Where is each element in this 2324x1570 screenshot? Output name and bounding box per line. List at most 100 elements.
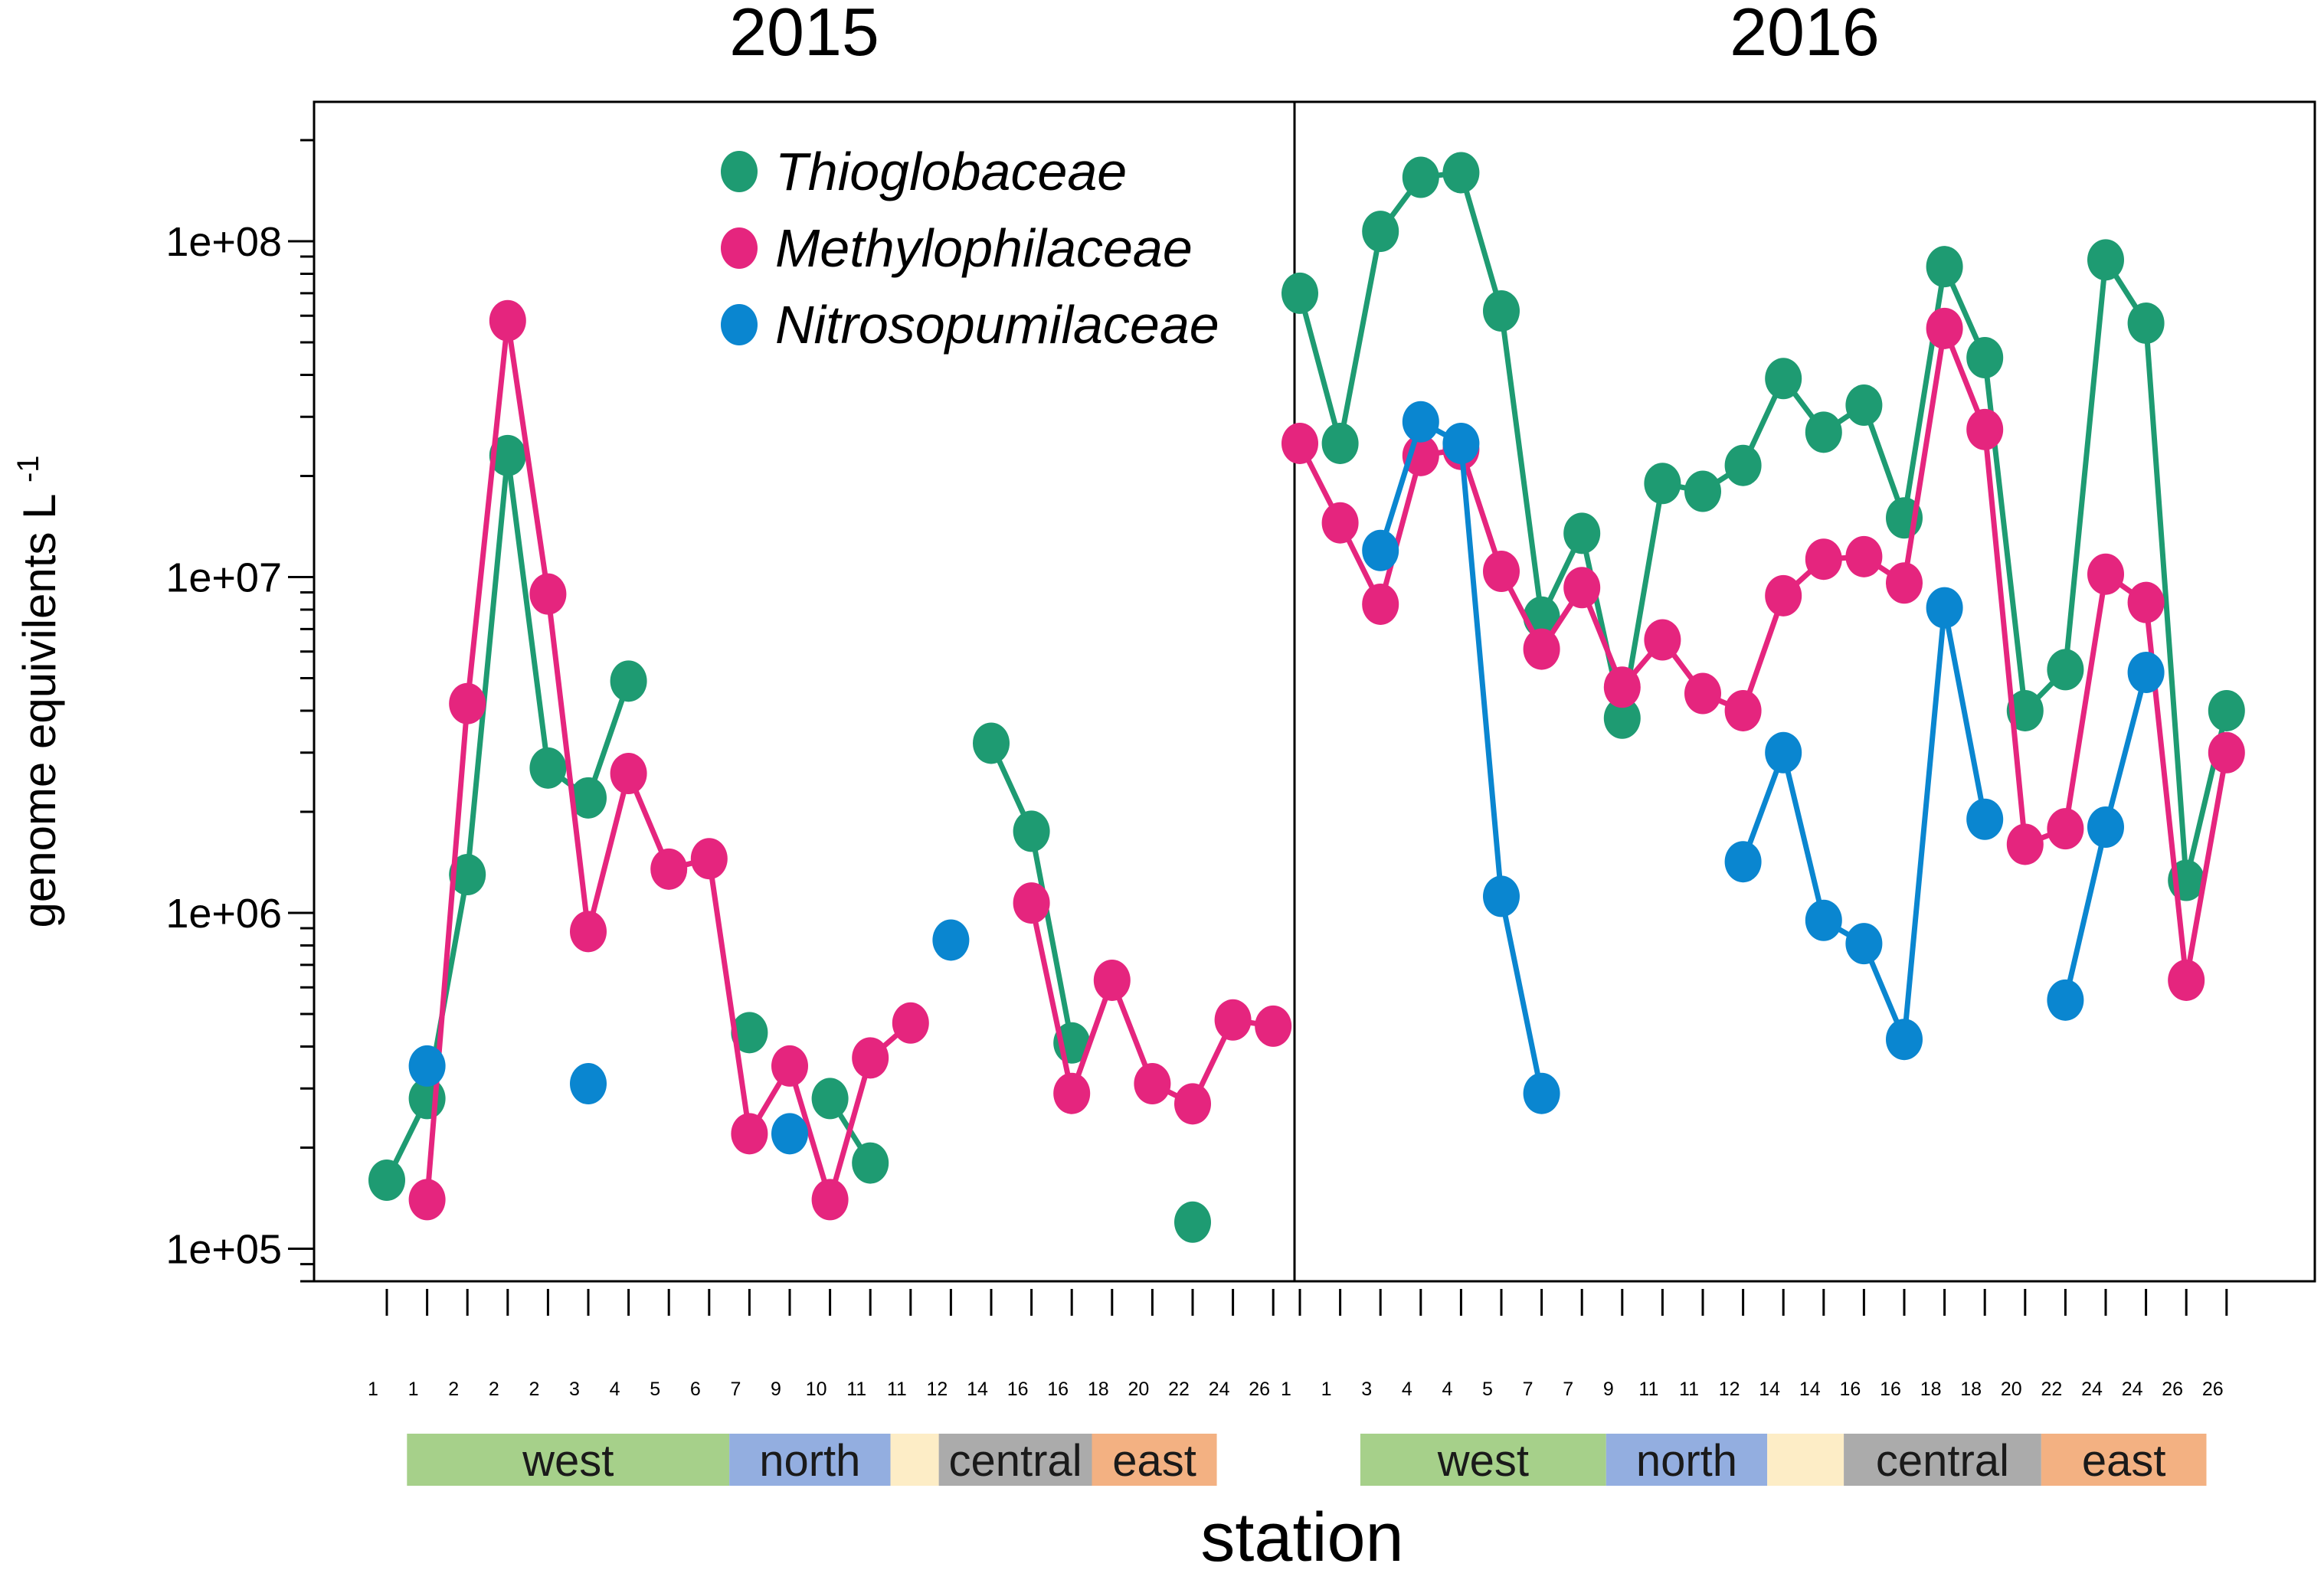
panel-title: 2016 <box>1730 0 1880 70</box>
data-point <box>1483 290 1520 332</box>
data-point <box>1805 899 1842 941</box>
series-line-segment <box>505 318 551 597</box>
data-point <box>973 722 1010 764</box>
plot-frame <box>313 100 2316 1283</box>
data-point <box>1483 551 1520 593</box>
x-tick-label: 24 <box>1209 1379 1230 1400</box>
data-point <box>1805 411 1842 453</box>
data-point <box>731 1113 768 1155</box>
data-point <box>1523 628 1560 670</box>
x-tick-label: 18 <box>1920 1379 1942 1400</box>
data-point <box>408 1045 446 1087</box>
data-point <box>1281 422 1318 464</box>
x-tick-label: 6 <box>690 1379 701 1400</box>
x-tick-label: 11 <box>887 1379 907 1400</box>
region-band <box>890 1434 939 1486</box>
data-point <box>610 753 647 795</box>
y-tick-label: 1e+08 <box>165 219 282 265</box>
data-point <box>449 854 486 896</box>
series-line-segment <box>2183 750 2230 983</box>
data-point <box>1442 152 1480 194</box>
legend-marker <box>721 151 758 192</box>
x-tick-label: 1 <box>408 1379 419 1400</box>
legend-marker <box>721 227 758 269</box>
series-methylophilaceae <box>408 299 1292 1221</box>
region-band <box>1844 1434 2041 1486</box>
x-tick-label: 18 <box>1960 1379 1982 1400</box>
data-point <box>1765 731 1802 774</box>
x-tick-label: 11 <box>1638 1379 1658 1400</box>
data-point <box>2087 806 2124 849</box>
x-tick-label: 7 <box>1563 1379 1573 1400</box>
x-tick-label: 16 <box>1047 1379 1069 1400</box>
series-line-segment <box>787 1063 833 1202</box>
data-point <box>1886 562 1923 604</box>
data-point <box>932 919 970 961</box>
data-point <box>2208 689 2245 731</box>
series-line-segment <box>1458 169 1504 314</box>
x-tick-label: 18 <box>1088 1379 1109 1400</box>
series-line-segment <box>1780 750 1827 924</box>
data-point <box>1845 535 1883 577</box>
region-label: west <box>522 1436 614 1486</box>
y-axis-title-superscript: -1 <box>11 455 45 482</box>
data-point <box>771 1045 808 1087</box>
x-tick-label: 3 <box>1361 1379 1372 1400</box>
data-point <box>1362 211 1399 253</box>
data-point <box>529 573 567 615</box>
legend: Thioglobaceae Methylophilaceae Nitrosopumi… <box>721 142 1219 355</box>
data-point <box>2006 823 2044 865</box>
region-label: east <box>2082 1436 2166 1486</box>
series-line-segment <box>1901 325 1948 586</box>
data-point <box>1926 587 1963 629</box>
data-point <box>489 299 526 342</box>
region-band <box>1360 1434 1606 1486</box>
legend-marker <box>721 304 758 345</box>
data-point <box>1402 156 1439 198</box>
data-point <box>1255 1005 1292 1047</box>
data-point <box>811 1179 849 1221</box>
x-tick-label: 16 <box>1839 1379 1861 1400</box>
series-thioglobaceae <box>1281 152 2245 901</box>
data-point <box>2047 808 2084 850</box>
data-point <box>690 838 728 880</box>
data-point <box>570 777 607 819</box>
data-point <box>2127 652 2165 694</box>
data-point <box>1053 1072 1091 1114</box>
x-tick-label: 1 <box>1321 1379 1332 1400</box>
x-tick-label: 1 <box>1281 1379 1291 1400</box>
series-line-segment <box>1498 308 1545 620</box>
data-point <box>1281 272 1318 314</box>
data-point <box>1093 959 1131 1001</box>
y-tick-label: 1e+06 <box>165 891 282 937</box>
x-tick-label: 7 <box>1523 1379 1534 1400</box>
x-tick-label: 12 <box>926 1379 948 1400</box>
data-point <box>449 682 486 724</box>
series-line-segment <box>827 1055 873 1202</box>
data-point <box>1321 502 1359 544</box>
data-point <box>1845 384 1883 427</box>
x-tick-label: 20 <box>1128 1379 1149 1400</box>
x-tick-label: 11 <box>846 1379 866 1400</box>
series-line-segment <box>1498 893 1545 1097</box>
x-tick-label: 26 <box>1249 1379 1270 1400</box>
region-band <box>407 1434 730 1486</box>
data-point <box>650 848 688 890</box>
data-point <box>1765 358 1802 400</box>
data-point <box>2006 689 2044 731</box>
series-line-segment <box>1901 605 1948 1042</box>
data-point <box>1805 538 1842 581</box>
data-point <box>1013 882 1050 924</box>
x-tick-label: 14 <box>1799 1379 1821 1400</box>
series-line-segment <box>585 678 632 801</box>
data-point <box>1886 1019 1923 1061</box>
series-line-segment <box>2143 320 2189 883</box>
data-point <box>1724 841 1762 883</box>
x-tick-label: 26 <box>2162 1379 2183 1400</box>
x-tick-label: 2 <box>529 1379 539 1400</box>
data-point <box>2127 581 2165 623</box>
data-point <box>892 1002 929 1044</box>
data-point <box>368 1159 405 1201</box>
x-tick-label: 9 <box>1603 1379 1614 1400</box>
